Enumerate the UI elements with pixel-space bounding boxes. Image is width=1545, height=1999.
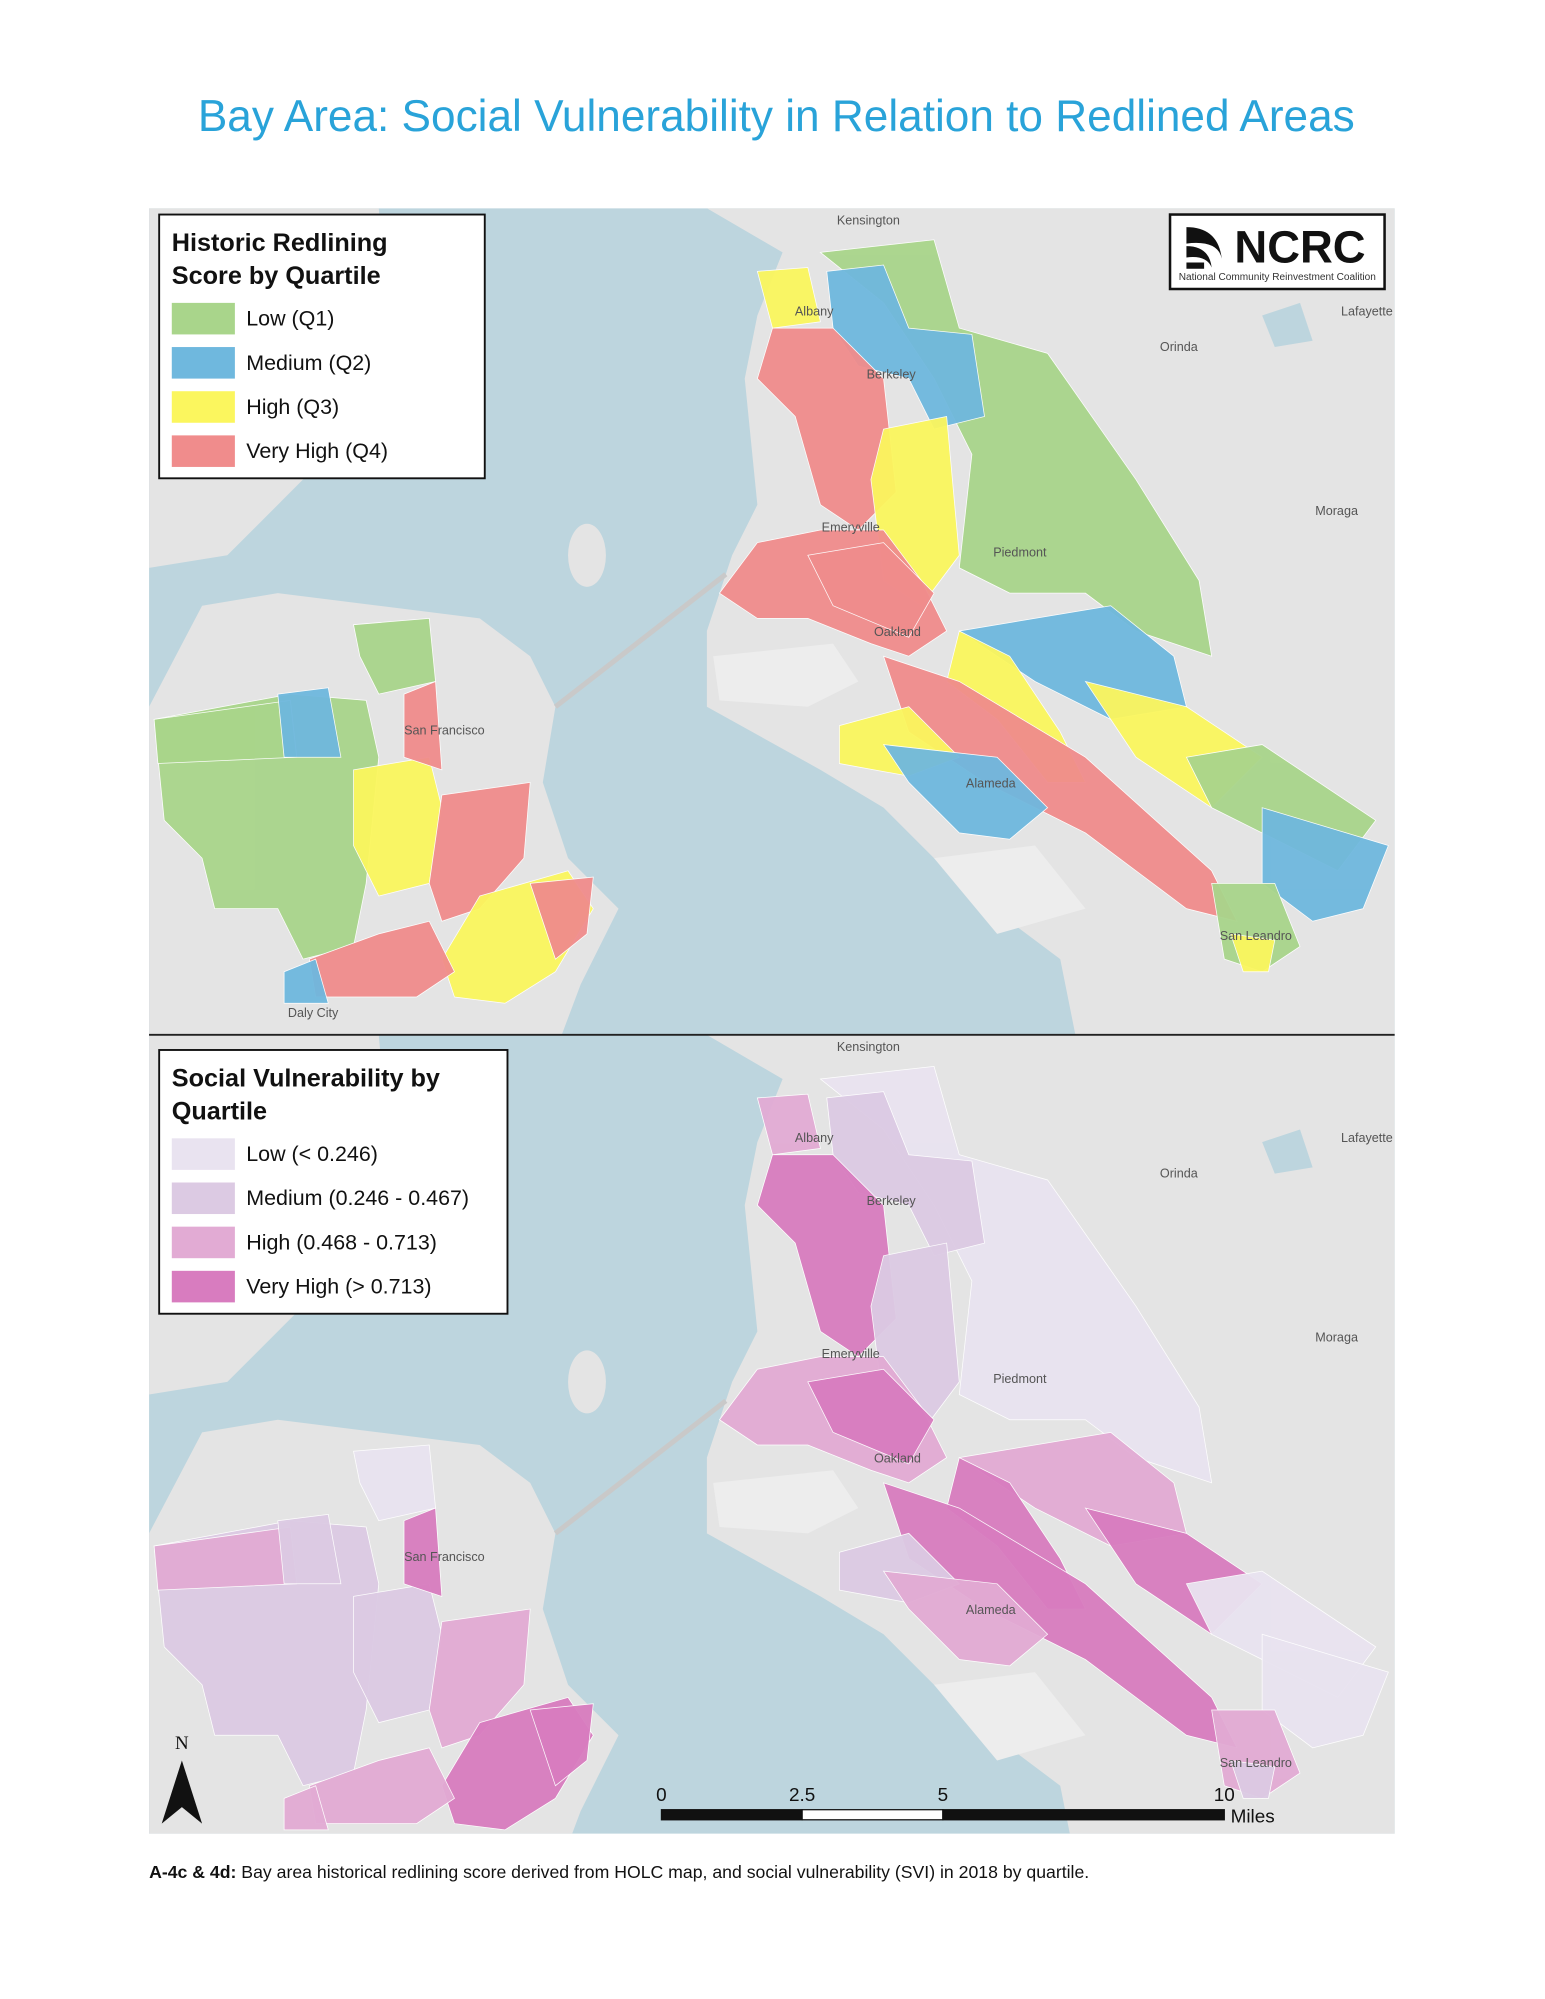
- scale-tick-label: 10: [1214, 1785, 1235, 1806]
- scale-segment: [942, 1809, 1225, 1821]
- place-label: Kensington: [837, 1040, 900, 1054]
- map-region: [1211, 1709, 1301, 1799]
- map-region: [529, 1703, 594, 1787]
- place-label: San Francisco: [404, 723, 485, 737]
- map-region: [882, 1570, 1049, 1667]
- place-label: Oakland: [874, 625, 921, 639]
- legend-label: Medium (0.246 - 0.467): [246, 1186, 469, 1210]
- map-region: [756, 267, 821, 329]
- map-region: [529, 876, 594, 960]
- place-label: San Leandro: [1220, 1756, 1292, 1770]
- scale-tick-label: 2.5: [789, 1785, 815, 1806]
- place-label: Emeryville: [822, 1347, 880, 1361]
- legend-swatch: [171, 302, 235, 335]
- legend-swatch: [171, 1270, 235, 1303]
- legend-label: Low (< 0.246): [246, 1142, 378, 1166]
- place-label: Oakland: [874, 1452, 921, 1466]
- logo-name: NCRC: [1234, 221, 1365, 272]
- place-label: Lafayette: [1341, 304, 1393, 318]
- place-label: Daly City: [288, 1006, 339, 1020]
- scale-tick-label: 5: [938, 1785, 949, 1806]
- map-region: [756, 1093, 821, 1156]
- page-title: Bay Area: Social Vulnerability in Relati…: [198, 92, 1355, 141]
- place-label: Emeryville: [822, 520, 880, 534]
- place-label: Moraga: [1315, 504, 1359, 518]
- legend-box: [158, 1049, 509, 1315]
- map-region: [1230, 1760, 1276, 1799]
- place-label: Orinda: [1160, 1166, 1199, 1180]
- map-region: [277, 687, 342, 758]
- legend-title: Historic Redlining: [172, 229, 388, 257]
- vulnerability-map: Kensington Albany Berkeley Orinda Lafayette M…: [0, 1035, 1545, 1847]
- place-label: Berkeley: [867, 1194, 917, 1208]
- legend-label: High (0.468 - 0.713): [246, 1230, 437, 1254]
- legend-label: Low (Q1): [246, 307, 334, 331]
- map-region: [403, 680, 443, 771]
- place-label: San Leandro: [1220, 929, 1292, 943]
- map-region: [1230, 933, 1276, 973]
- place-label: Orinda: [1160, 340, 1199, 354]
- place-label: Moraga: [1315, 1331, 1359, 1345]
- map-region: [807, 1368, 935, 1465]
- place-label: San Francisco: [404, 1550, 485, 1564]
- legend-label: Very High (Q4): [246, 439, 388, 463]
- redlining-map: Kensington Albany Berkeley Orinda Lafayette M…: [0, 208, 1545, 1091]
- map-region: [353, 1444, 436, 1522]
- scale-segment: [801, 1809, 944, 1821]
- place-label: Alameda: [966, 1603, 1017, 1617]
- place-label: Albany: [795, 304, 834, 318]
- scale-segment: [660, 1809, 803, 1821]
- place-label: Albany: [795, 1131, 834, 1145]
- caption: A-4c & 4d: Bay area historical redlining…: [149, 1862, 1089, 1882]
- place-label: Kensington: [837, 214, 900, 228]
- legend-title: Social Vulnerability by: [172, 1065, 440, 1093]
- map-region: [277, 1513, 342, 1585]
- caption-lead: A-4c & 4d:: [149, 1862, 236, 1882]
- map-region: [807, 542, 935, 638]
- logo: NCRC National Community Reinvestment Coa…: [1168, 213, 1386, 291]
- place-label: Berkeley: [867, 368, 917, 382]
- north-label: N: [175, 1733, 189, 1754]
- place-label: Piedmont: [993, 1372, 1047, 1386]
- place-label: Daly City: [288, 1833, 339, 1847]
- place-label: Alameda: [966, 776, 1017, 790]
- map-region: [283, 958, 329, 1004]
- place-label: Lafayette: [1341, 1131, 1393, 1145]
- scale-tick-label: 0: [656, 1785, 667, 1806]
- legend-swatch: [171, 347, 235, 379]
- legend-swatch: [171, 1182, 235, 1215]
- place-label: Piedmont: [993, 546, 1047, 560]
- legend: Historic Redlining Score by Quartile Low (…: [158, 213, 486, 480]
- legend-label: Medium (Q2): [246, 351, 371, 375]
- legend-label: High (Q3): [246, 395, 339, 419]
- map-region: [283, 1785, 329, 1831]
- map-region: [353, 617, 436, 695]
- caption-text: Bay area historical redlining score deri…: [236, 1862, 1089, 1882]
- legend-swatch: [171, 435, 235, 467]
- legend-title: Score by Quartile: [172, 262, 381, 290]
- map-region: [403, 1507, 443, 1597]
- legend-box: [158, 213, 486, 480]
- legend-title: Quartile: [172, 1097, 267, 1125]
- map-region: [1261, 807, 1389, 922]
- scale-unit: Miles: [1231, 1806, 1275, 1827]
- map-region: [1211, 883, 1301, 973]
- legend-swatch: [171, 1226, 235, 1259]
- legend: Social Vulnerability by Quartile Low (< 0.…: [158, 1049, 509, 1315]
- north-arrow: N: [161, 1733, 203, 1824]
- map-region: [1261, 1633, 1389, 1749]
- legend-swatch: [171, 391, 235, 423]
- map-region: [882, 744, 1049, 840]
- logo-tagline: National Community Reinvestment Coalitio…: [1179, 272, 1376, 283]
- legend-swatch: [171, 1138, 235, 1170]
- legend-label: Very High (> 0.713): [246, 1275, 431, 1299]
